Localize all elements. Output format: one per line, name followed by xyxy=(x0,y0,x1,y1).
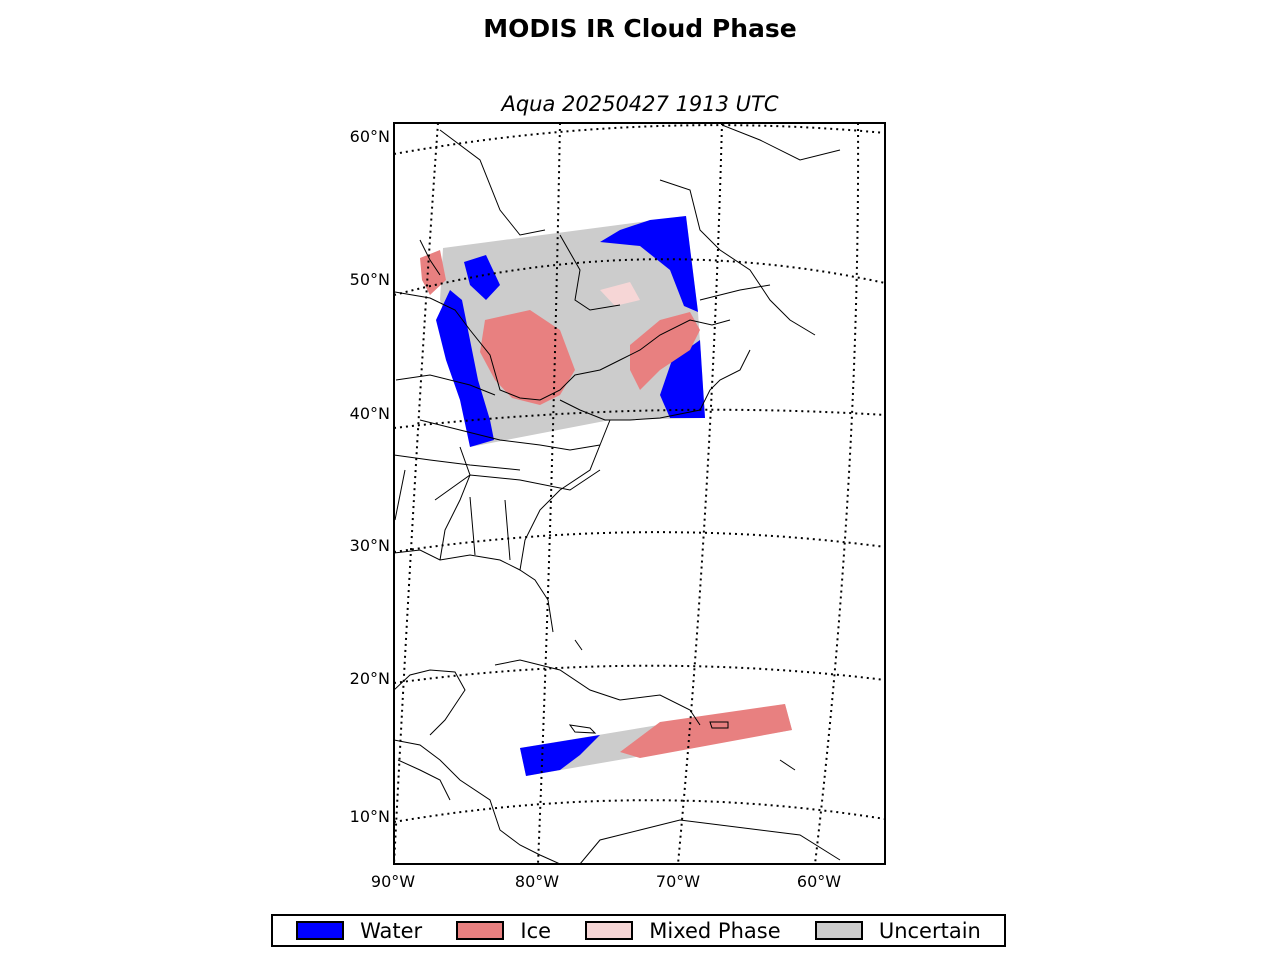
map-subtitle: Aqua 20250427 1913 UTC xyxy=(501,92,779,116)
lat-label-20: 20°N xyxy=(349,669,390,688)
legend-swatch-water xyxy=(296,921,345,940)
water-region-east xyxy=(660,340,705,418)
lon-label-90w: 90°W xyxy=(370,872,416,891)
legend-item-water: Water xyxy=(296,919,422,943)
ice-region-east xyxy=(630,312,700,390)
lat-label-50: 50°N xyxy=(349,270,390,289)
water-region-north-patch xyxy=(464,255,500,300)
lon-label-60w: 60°W xyxy=(796,872,842,891)
map-title: MODIS IR Cloud Phase xyxy=(483,14,797,43)
lat-label-30: 30°N xyxy=(349,536,390,555)
legend-item-uncertain: Uncertain xyxy=(814,918,981,943)
coastlines xyxy=(394,124,841,864)
legend-label-water: Water xyxy=(360,918,423,943)
ice-region-south xyxy=(620,704,792,758)
legend-item-ice: Ice xyxy=(456,919,551,943)
water-region-south xyxy=(520,735,600,776)
water-region-northeast xyxy=(600,216,698,312)
lon-label-70w: 70°W xyxy=(655,872,701,891)
ice-region-northwest xyxy=(420,250,446,295)
graticule xyxy=(394,123,885,864)
legend: Water Ice Mixed Phase Uncertain xyxy=(271,914,1006,947)
legend-swatch-mixed xyxy=(585,921,634,940)
lat-label-60: 60°N xyxy=(349,127,390,146)
lat-label-10: 10°N xyxy=(349,807,390,826)
legend-label-mixed: Mixed Phase xyxy=(649,918,781,943)
map-frame xyxy=(393,122,886,865)
ice-region-great-lakes xyxy=(480,310,575,405)
mixed-region-north xyxy=(600,282,640,306)
legend-label-uncertain: Uncertain xyxy=(878,918,981,943)
legend-item-mixed: Mixed Phase xyxy=(585,918,781,943)
water-region-west xyxy=(436,290,494,447)
legend-swatch-uncertain xyxy=(814,921,863,940)
lon-label-80w: 80°W xyxy=(514,872,560,891)
legend-label-ice: Ice xyxy=(520,918,552,943)
lat-label-40: 40°N xyxy=(349,404,390,423)
legend-swatch-ice xyxy=(456,921,505,940)
